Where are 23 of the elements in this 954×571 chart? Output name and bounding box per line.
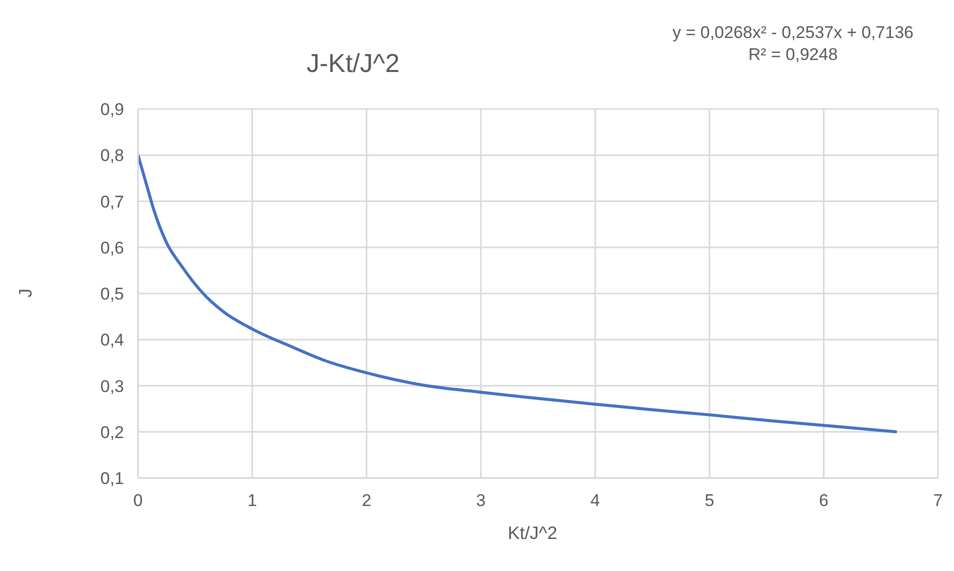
chart-title: J-Kt/J^2: [305, 48, 401, 79]
x-axis-title: Kt/J^2: [506, 523, 558, 544]
x-tick-label: 7: [933, 491, 943, 510]
y-tick-label: 0,8: [100, 146, 124, 166]
text: y = 0,0268x² - 0,2537x + 0,7136: [671, 22, 914, 44]
line-series: [138, 154, 898, 434]
x-tick-label: 2: [362, 491, 372, 510]
x-tick-label: 4: [590, 491, 600, 510]
y-tick-label: 0,7: [100, 192, 124, 212]
x-tick-label: 1: [248, 491, 258, 510]
x-tick-label: 0: [133, 491, 143, 510]
y-tick-label: 0,5: [100, 284, 124, 304]
y-tick-label: 0,4: [100, 330, 124, 350]
y-tick-label: 0,1: [100, 469, 124, 488]
y-tick-label: 0,2: [100, 422, 124, 442]
y-tick-label: 0,6: [100, 238, 124, 258]
text: R² = 0,9248: [747, 44, 839, 66]
x-tick-label: 3: [476, 491, 486, 510]
y-axis-title: J: [16, 288, 36, 298]
x-tick-label: 6: [818, 491, 828, 510]
x-tick-label: 5: [704, 491, 714, 510]
y-tick-label: 0,3: [100, 376, 124, 396]
y-tick-label: 0,9: [100, 100, 124, 120]
